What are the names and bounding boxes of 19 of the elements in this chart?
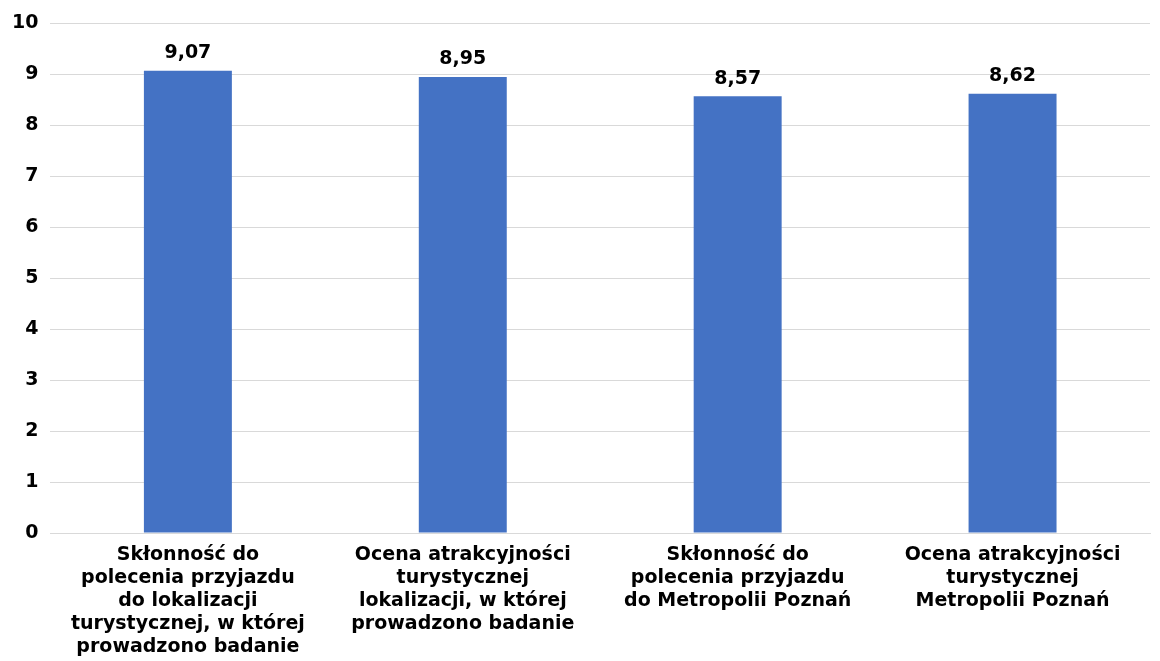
y-tick-label: 4	[25, 316, 39, 339]
y-tick-label: 8	[25, 112, 39, 135]
x-tick-label: Ocena atrakcyjności turystycznej Metropolii Poznań	[904, 542, 1121, 610]
data-label: 8,57	[714, 65, 762, 88]
y-tick-label: 10	[11, 10, 39, 33]
y-tick-label: 2	[25, 418, 39, 441]
y-tick-label: 3	[25, 367, 39, 390]
y-tick-label: 9	[25, 61, 39, 84]
y-tick-label: 5	[25, 265, 39, 288]
data-label: 8,95	[439, 46, 487, 69]
data-label: 8,62	[989, 63, 1036, 86]
y-tick-label: 1	[25, 468, 39, 491]
data-label: 9,07	[164, 40, 212, 63]
y-tick-label: 7	[25, 163, 39, 186]
y-tick-label: 0	[25, 519, 39, 542]
x-tick-label: Ocena atrakcyjności turystycznej lokalizacji, w której prowadzono badanie	[351, 542, 575, 633]
x-tick-label: Skłonność do polecenia przyjazdu do lokalizacji turystycznej, w której prowadzono badanie	[70, 542, 305, 656]
y-tick-label: 6	[25, 214, 39, 237]
x-tick-label: Skłonność do polecenia przyjazdu do Metropolii Poznań	[624, 542, 852, 610]
